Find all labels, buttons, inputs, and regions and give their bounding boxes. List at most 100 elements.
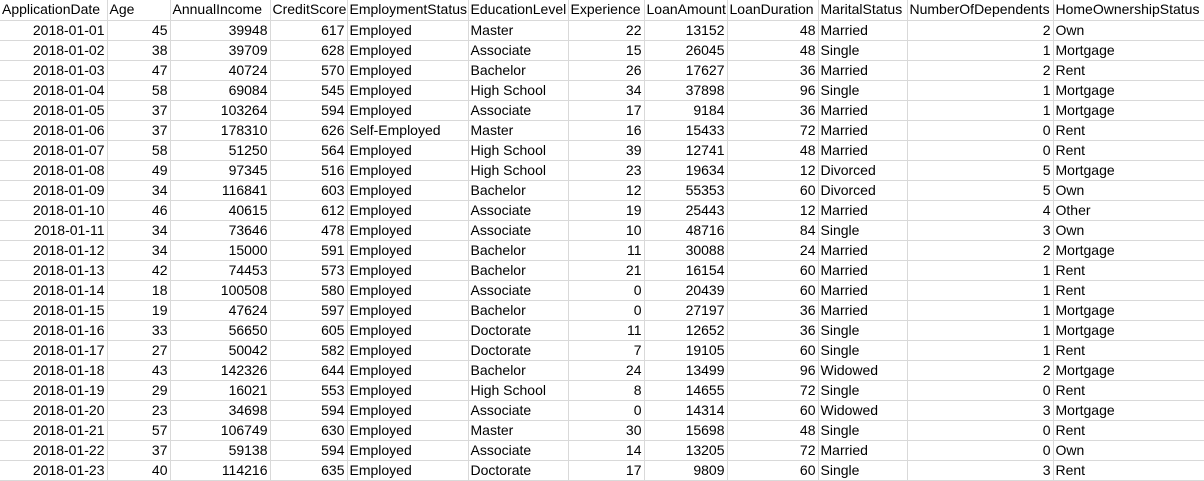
cell-loan-amount[interactable]: 9809 — [644, 460, 728, 481]
cell-loan-amount[interactable]: 12741 — [644, 140, 728, 161]
cell-application-date[interactable]: 2018-01-12 — [0, 240, 108, 261]
cell-number-of-dependents[interactable]: 5 — [907, 160, 1054, 181]
cell-home-ownership-status[interactable]: Mortgage — [1053, 300, 1204, 321]
cell-age[interactable]: 58 — [107, 140, 171, 161]
cell-marital-status[interactable]: Widowed — [818, 400, 908, 421]
cell-experience[interactable]: 16 — [568, 120, 645, 141]
cell-loan-duration[interactable]: 12 — [727, 160, 819, 181]
cell-number-of-dependents[interactable]: 3 — [907, 400, 1054, 421]
cell-loan-amount[interactable]: 14314 — [644, 400, 728, 421]
cell-application-date[interactable]: 2018-01-21 — [0, 420, 108, 441]
cell-age[interactable]: 34 — [107, 220, 171, 241]
cell-marital-status[interactable]: Single — [818, 380, 908, 401]
cell-marital-status[interactable]: Single — [818, 420, 908, 441]
cell-credit-score[interactable]: 594 — [270, 440, 348, 461]
cell-education-level[interactable]: Associate — [468, 100, 569, 121]
cell-number-of-dependents[interactable]: 1 — [907, 340, 1054, 361]
cell-home-ownership-status[interactable]: Own — [1053, 220, 1204, 241]
cell-marital-status[interactable]: Single — [818, 80, 908, 101]
cell-credit-score[interactable]: 594 — [270, 100, 348, 121]
cell-employment-status[interactable]: Employed — [347, 200, 469, 221]
cell-loan-duration[interactable]: 48 — [727, 40, 819, 61]
cell-home-ownership-status[interactable]: Mortgage — [1053, 360, 1204, 381]
cell-loan-duration[interactable]: 60 — [727, 280, 819, 301]
cell-loan-amount[interactable]: 48716 — [644, 220, 728, 241]
cell-annual-income[interactable]: 142326 — [170, 360, 271, 381]
cell-loan-duration[interactable]: 12 — [727, 200, 819, 221]
cell-experience[interactable]: 15 — [568, 40, 645, 61]
cell-home-ownership-status[interactable]: Own — [1053, 20, 1204, 41]
cell-education-level[interactable]: Bachelor — [468, 260, 569, 281]
cell-education-level[interactable]: Bachelor — [468, 60, 569, 81]
cell-annual-income[interactable]: 16021 — [170, 380, 271, 401]
cell-marital-status[interactable]: Widowed — [818, 360, 908, 381]
cell-employment-status[interactable]: Employed — [347, 100, 469, 121]
cell-application-date[interactable]: 2018-01-11 — [0, 220, 108, 241]
cell-annual-income[interactable]: 59138 — [170, 440, 271, 461]
cell-age[interactable]: 42 — [107, 260, 171, 281]
cell-employment-status[interactable]: Employed — [347, 280, 469, 301]
cell-age[interactable]: 33 — [107, 320, 171, 341]
cell-home-ownership-status[interactable]: Mortgage — [1053, 320, 1204, 341]
cell-education-level[interactable]: Associate — [468, 200, 569, 221]
cell-experience[interactable]: 7 — [568, 340, 645, 361]
cell-education-level[interactable]: High School — [468, 380, 569, 401]
cell-home-ownership-status[interactable]: Rent — [1053, 280, 1204, 301]
cell-experience[interactable]: 10 — [568, 220, 645, 241]
cell-home-ownership-status[interactable]: Mortgage — [1053, 160, 1204, 181]
cell-application-date[interactable]: 2018-01-03 — [0, 60, 108, 81]
cell-loan-amount[interactable]: 17627 — [644, 60, 728, 81]
cell-loan-duration[interactable]: 36 — [727, 100, 819, 121]
cell-loan-duration[interactable]: 96 — [727, 360, 819, 381]
cell-number-of-dependents[interactable]: 5 — [907, 180, 1054, 201]
cell-application-date[interactable]: 2018-01-05 — [0, 100, 108, 121]
cell-age[interactable]: 37 — [107, 440, 171, 461]
cell-employment-status[interactable]: Employed — [347, 80, 469, 101]
cell-employment-status[interactable]: Employed — [347, 440, 469, 461]
cell-employment-status[interactable]: Employed — [347, 420, 469, 441]
header-cell-experience[interactable]: Experience — [568, 0, 645, 21]
cell-credit-score[interactable]: 478 — [270, 220, 348, 241]
cell-number-of-dependents[interactable]: 2 — [907, 60, 1054, 81]
cell-annual-income[interactable]: 40615 — [170, 200, 271, 221]
cell-age[interactable]: 27 — [107, 340, 171, 361]
cell-loan-duration[interactable]: 48 — [727, 420, 819, 441]
cell-credit-score[interactable]: 591 — [270, 240, 348, 261]
cell-credit-score[interactable]: 516 — [270, 160, 348, 181]
cell-education-level[interactable]: Bachelor — [468, 180, 569, 201]
cell-age[interactable]: 18 — [107, 280, 171, 301]
cell-marital-status[interactable]: Single — [818, 40, 908, 61]
cell-annual-income[interactable]: 73646 — [170, 220, 271, 241]
cell-credit-score[interactable]: 603 — [270, 180, 348, 201]
cell-education-level[interactable]: Associate — [468, 280, 569, 301]
cell-loan-duration[interactable]: 36 — [727, 320, 819, 341]
cell-loan-duration[interactable]: 36 — [727, 60, 819, 81]
cell-annual-income[interactable]: 74453 — [170, 260, 271, 281]
cell-experience[interactable]: 26 — [568, 60, 645, 81]
cell-credit-score[interactable]: 564 — [270, 140, 348, 161]
cell-employment-status[interactable]: Employed — [347, 340, 469, 361]
cell-number-of-dependents[interactable]: 1 — [907, 300, 1054, 321]
cell-loan-amount[interactable]: 37898 — [644, 80, 728, 101]
cell-credit-score[interactable]: 617 — [270, 20, 348, 41]
cell-annual-income[interactable]: 114216 — [170, 460, 271, 481]
cell-loan-duration[interactable]: 60 — [727, 460, 819, 481]
cell-loan-duration[interactable]: 24 — [727, 240, 819, 261]
cell-credit-score[interactable]: 580 — [270, 280, 348, 301]
cell-loan-amount[interactable]: 13499 — [644, 360, 728, 381]
cell-experience[interactable]: 21 — [568, 260, 645, 281]
cell-age[interactable]: 38 — [107, 40, 171, 61]
cell-home-ownership-status[interactable]: Rent — [1053, 460, 1204, 481]
cell-home-ownership-status[interactable]: Rent — [1053, 140, 1204, 161]
cell-experience[interactable]: 23 — [568, 160, 645, 181]
cell-application-date[interactable]: 2018-01-19 — [0, 380, 108, 401]
cell-annual-income[interactable]: 39709 — [170, 40, 271, 61]
cell-annual-income[interactable]: 178310 — [170, 120, 271, 141]
cell-employment-status[interactable]: Employed — [347, 140, 469, 161]
cell-loan-amount[interactable]: 20439 — [644, 280, 728, 301]
cell-age[interactable]: 47 — [107, 60, 171, 81]
cell-application-date[interactable]: 2018-01-13 — [0, 260, 108, 281]
cell-credit-score[interactable]: 626 — [270, 120, 348, 141]
cell-home-ownership-status[interactable]: Rent — [1053, 120, 1204, 141]
cell-loan-duration[interactable]: 60 — [727, 260, 819, 281]
